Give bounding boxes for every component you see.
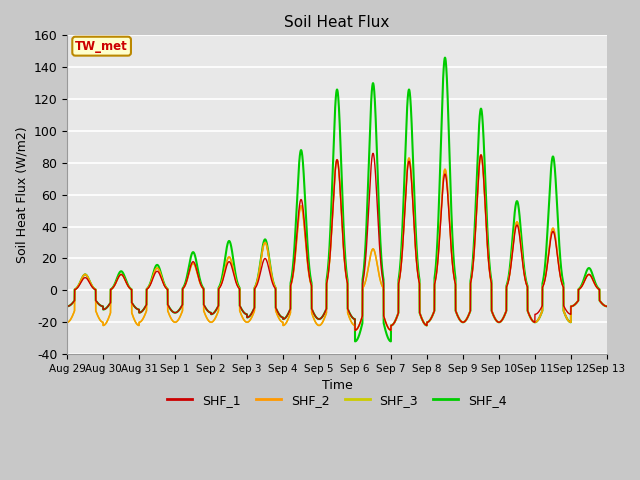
Text: TW_met: TW_met (76, 40, 128, 53)
Title: Soil Heat Flux: Soil Heat Flux (284, 15, 390, 30)
Legend: SHF_1, SHF_2, SHF_3, SHF_4: SHF_1, SHF_2, SHF_3, SHF_4 (163, 389, 512, 412)
Y-axis label: Soil Heat Flux (W/m2): Soil Heat Flux (W/m2) (15, 126, 28, 263)
X-axis label: Time: Time (322, 379, 353, 393)
